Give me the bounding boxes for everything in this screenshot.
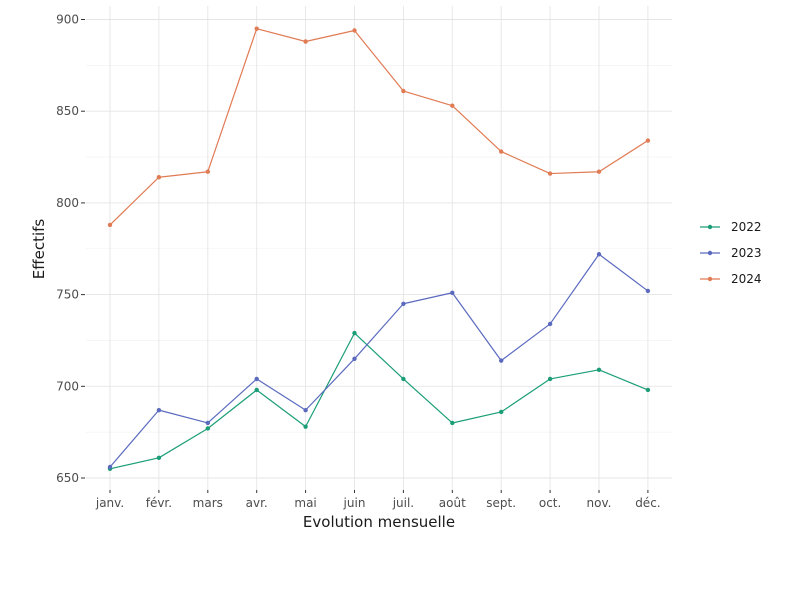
legend-label: 2022 xyxy=(731,220,762,234)
data-point xyxy=(254,376,259,382)
series-2023 xyxy=(107,252,651,470)
legend-label: 2024 xyxy=(731,272,762,286)
y-tick-label: 800 xyxy=(56,196,79,210)
data-point xyxy=(645,387,651,393)
data-point xyxy=(499,149,504,154)
grid-lines xyxy=(86,6,672,490)
legend-key-point xyxy=(707,250,713,256)
data-point xyxy=(596,169,602,174)
data-point xyxy=(499,409,504,415)
data-point xyxy=(547,171,553,176)
data-point xyxy=(450,290,455,295)
data-point xyxy=(401,301,406,306)
legend: 2022 2023 2024 xyxy=(700,220,762,286)
data-point xyxy=(401,376,406,382)
series-line xyxy=(109,28,649,226)
data-point xyxy=(450,420,455,426)
data-point xyxy=(352,28,357,33)
y-axis: 650 700 750 800 850 900 xyxy=(56,13,85,485)
y-tick-label: 650 xyxy=(56,471,79,485)
x-tick-label: oct. xyxy=(539,496,561,510)
series-layer xyxy=(107,26,651,472)
data-point xyxy=(547,321,553,327)
data-point xyxy=(645,288,651,294)
x-tick-label: févr. xyxy=(146,496,172,510)
x-axis: janv. févr. mars avr. mai juin juil. août sept. o… xyxy=(95,490,661,510)
x-tick-label: mars xyxy=(193,496,223,510)
data-point xyxy=(156,455,162,461)
data-point xyxy=(596,252,602,257)
legend-key-point xyxy=(707,224,713,230)
legend-key-point xyxy=(707,276,713,282)
data-point xyxy=(205,426,210,431)
data-point xyxy=(450,103,455,108)
data-point xyxy=(352,356,357,361)
y-tick-label: 850 xyxy=(56,104,79,118)
legend-item: 2024 xyxy=(700,272,762,286)
x-axis-title: Evolution mensuelle xyxy=(303,513,455,531)
legend-item: 2023 xyxy=(700,246,762,260)
data-point xyxy=(303,39,308,44)
data-point xyxy=(205,169,210,174)
data-point xyxy=(205,420,210,426)
data-point xyxy=(499,358,504,363)
y-tick-label: 900 xyxy=(56,13,79,27)
data-point xyxy=(303,407,308,413)
x-tick-label: janv. xyxy=(95,496,124,510)
data-point xyxy=(401,88,406,94)
x-tick-label: juil. xyxy=(392,496,414,510)
data-point xyxy=(107,222,113,228)
legend-label: 2023 xyxy=(731,246,762,260)
x-tick-label: avr. xyxy=(246,496,268,510)
series-2024 xyxy=(107,26,651,228)
series-2022 xyxy=(107,330,651,472)
data-point xyxy=(156,175,162,180)
x-tick-label: nov. xyxy=(587,496,612,510)
data-point xyxy=(547,376,553,382)
x-tick-label: mai xyxy=(294,496,316,510)
x-tick-label: sept. xyxy=(486,496,516,510)
data-point xyxy=(645,138,651,143)
y-tick-label: 750 xyxy=(56,288,79,302)
data-point xyxy=(254,387,259,393)
y-tick-label: 700 xyxy=(56,379,79,393)
data-point xyxy=(156,407,162,413)
data-point xyxy=(303,424,308,429)
x-tick-label: juin xyxy=(343,496,366,510)
legend-item: 2022 xyxy=(700,220,762,234)
data-point xyxy=(596,367,602,372)
x-tick-label: déc. xyxy=(635,496,660,510)
data-point xyxy=(352,330,357,336)
x-tick-label: août xyxy=(439,496,466,510)
data-point xyxy=(107,464,113,470)
data-point xyxy=(254,26,259,31)
series-line xyxy=(109,332,649,470)
y-axis-title: Effectifs xyxy=(30,219,48,280)
series-line xyxy=(109,253,649,468)
